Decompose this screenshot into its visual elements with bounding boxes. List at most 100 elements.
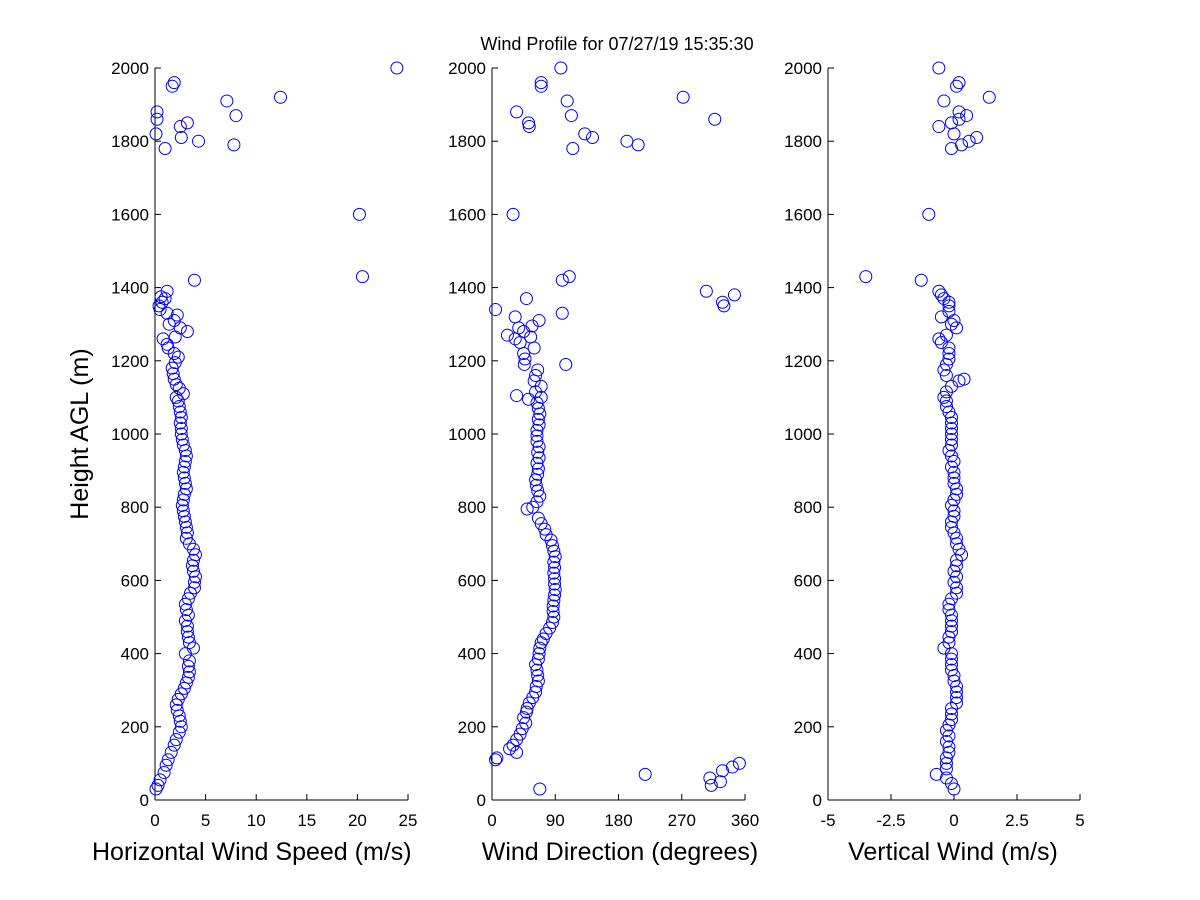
data-point [944, 663, 958, 677]
data-point [531, 445, 545, 459]
y-tick-label: 1600 [448, 205, 486, 224]
data-point [955, 548, 969, 562]
data-point [934, 336, 948, 349]
x-tick-label: -2.5 [876, 811, 905, 830]
data-point [947, 314, 961, 328]
data-point [273, 90, 287, 104]
y-tick-label: 2000 [784, 59, 822, 78]
data-point [520, 702, 534, 715]
data-point [947, 504, 961, 518]
data-point [151, 778, 165, 792]
data-point [180, 619, 194, 633]
data-point [522, 392, 536, 406]
data-point [510, 105, 524, 119]
data-point [559, 357, 573, 371]
data-point [548, 583, 562, 597]
y-tick-label: 0 [140, 791, 149, 810]
data-point [947, 465, 961, 479]
data-point [532, 647, 546, 661]
data-point [531, 462, 545, 476]
data-point [952, 105, 966, 119]
data-point [944, 498, 958, 512]
data-point [173, 405, 187, 419]
data-point [548, 572, 562, 586]
data-point [530, 429, 544, 443]
data-point [939, 328, 953, 342]
x-tick-label: -5 [820, 811, 835, 830]
y-tick-label: 800 [794, 498, 822, 517]
data-point [560, 94, 574, 108]
data-point [939, 723, 953, 737]
data-point [153, 773, 167, 787]
data-point [944, 619, 958, 633]
data-point [947, 127, 961, 141]
x-tick-label: 25 [399, 811, 418, 830]
data-point [182, 654, 196, 668]
data-point [176, 438, 190, 452]
data-point [939, 368, 953, 382]
data-point [177, 460, 191, 474]
data-point [942, 304, 956, 318]
x-tick-label: 180 [604, 811, 632, 830]
data-point [168, 330, 182, 344]
data-point [169, 698, 183, 712]
data-point [947, 476, 961, 490]
data-point [944, 432, 958, 446]
data-point [970, 131, 984, 145]
data-point [177, 509, 191, 523]
data-point [352, 207, 366, 221]
data-point [179, 603, 193, 617]
data-point [169, 390, 183, 404]
data-point [180, 625, 194, 639]
data-point [947, 471, 961, 485]
data-point [158, 142, 172, 156]
data-point [520, 502, 534, 516]
data-point [527, 341, 541, 355]
x-axis-label: Vertical Wind (m/s) [848, 838, 1058, 866]
x-tick-label: 270 [668, 811, 696, 830]
data-point [937, 390, 951, 404]
data-point [531, 484, 545, 498]
y-tick-label: 200 [121, 718, 149, 737]
data-point [227, 138, 241, 152]
data-point [548, 577, 562, 591]
data-point [166, 367, 180, 381]
data-point [181, 630, 195, 644]
data-point [944, 707, 958, 721]
data-point [187, 575, 201, 589]
data-point [950, 685, 964, 699]
data-point [178, 515, 192, 529]
data-point [519, 716, 533, 730]
data-point [180, 325, 194, 339]
x-axis-label: Wind Direction (degrees) [482, 838, 759, 866]
data-point [727, 288, 741, 302]
data-point [534, 76, 548, 90]
data-point [708, 112, 722, 126]
data-point [939, 400, 953, 414]
data-point [179, 482, 193, 496]
y-tick-label: 1600 [784, 205, 822, 224]
y-tick-label: 600 [794, 571, 822, 590]
data-point [952, 76, 966, 90]
data-point [177, 487, 191, 501]
y-tick-label: 600 [121, 571, 149, 590]
data-point [950, 79, 964, 93]
data-point [167, 76, 181, 90]
data-point [932, 284, 946, 298]
data-point [150, 105, 164, 119]
data-point [533, 641, 547, 655]
data-point [529, 680, 543, 694]
data-point [167, 738, 181, 752]
data-point [164, 745, 178, 759]
data-point [922, 207, 936, 221]
data-point [531, 511, 545, 525]
data-point [944, 438, 958, 452]
data-point [548, 588, 562, 602]
x-tick-label: 0 [150, 811, 159, 830]
data-point [960, 109, 974, 123]
data-point [546, 605, 560, 619]
y-tick-label: 1200 [111, 352, 149, 371]
data-point [952, 374, 966, 388]
y-tick-label: 1000 [448, 425, 486, 444]
data-point [942, 352, 956, 366]
